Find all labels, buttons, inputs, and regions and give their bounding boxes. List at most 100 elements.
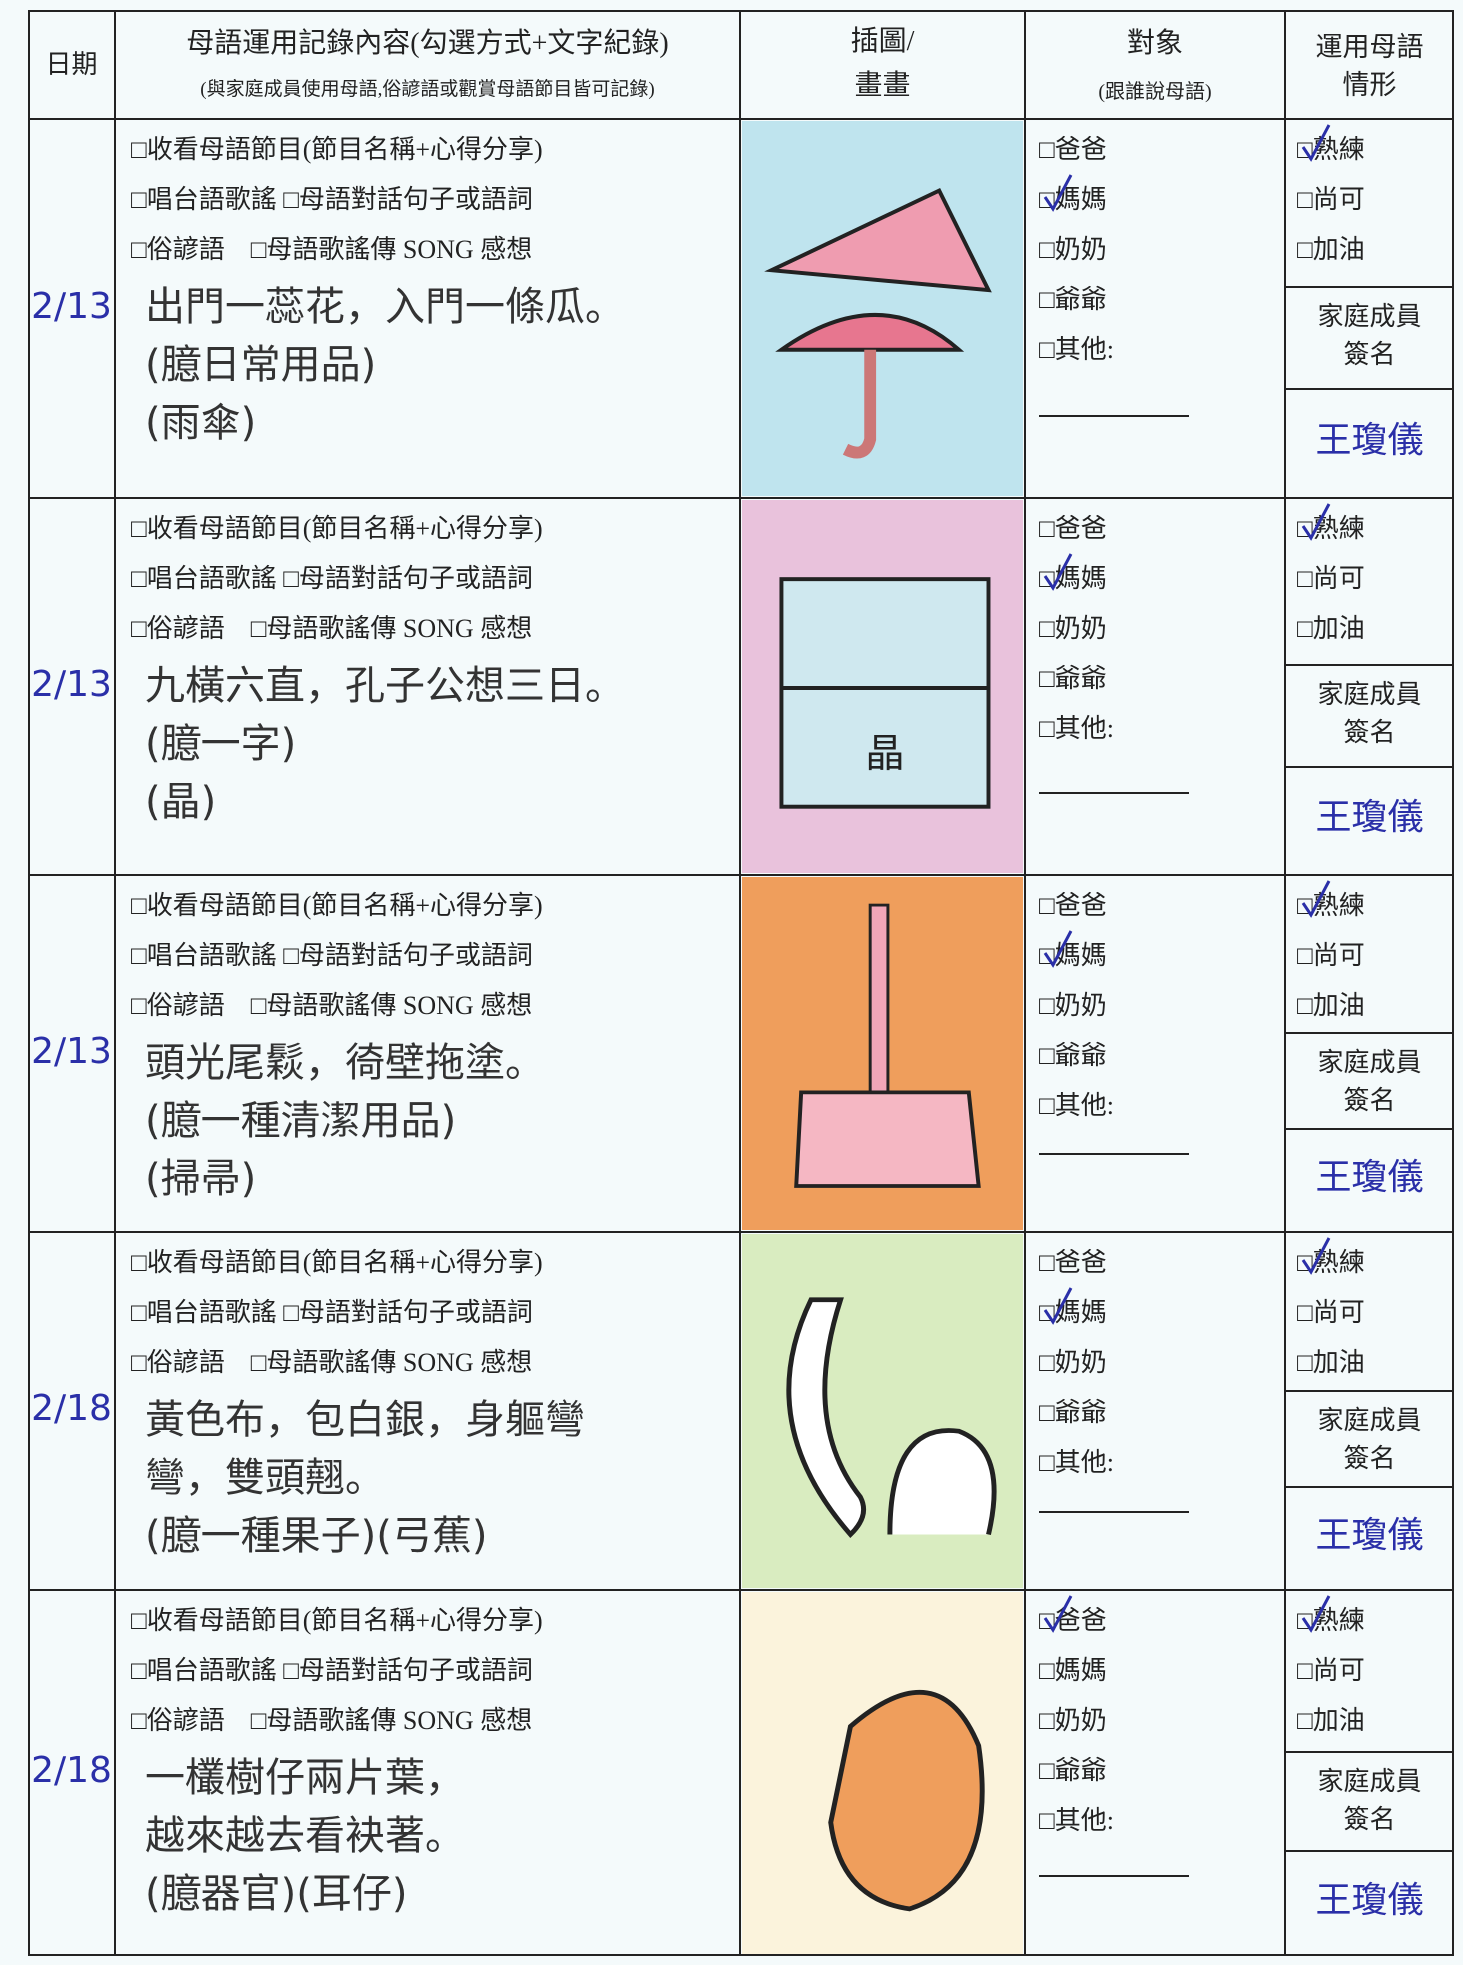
- check-mark: [1043, 1287, 1073, 1325]
- target-option: □媽媽: [1039, 1298, 1107, 1327]
- check-mark: [1043, 930, 1073, 968]
- date: 2/18: [31, 1750, 112, 1791]
- status-line: [1285, 1128, 1454, 1131]
- status-line: [1285, 663, 1454, 666]
- status-line: [1285, 765, 1454, 768]
- sign-label: 簽名: [1343, 1086, 1396, 1116]
- status-line: [1285, 388, 1454, 391]
- handwritten-line: 頭光尾鬏，徛壁拖塗。: [145, 1040, 545, 1086]
- option: □俗諺語 □母語歌謠傳 SONG 感想: [131, 991, 533, 1020]
- table-frame: [28, 10, 1454, 1956]
- target-option: □爸爸: [1039, 514, 1107, 543]
- target-option: □其他:: [1039, 1448, 1114, 1477]
- handwritten-line: 黃色布，包白銀，身軀彎: [145, 1397, 585, 1443]
- target-option: □媽媽: [1039, 941, 1107, 970]
- option: □收看母語節目(節目名稱+心得分享): [131, 514, 543, 543]
- option: □唱台語歌謠 □母語對話句子或語詞: [131, 1656, 533, 1685]
- target-option: □爸爸: [1039, 135, 1107, 164]
- illustration: [742, 877, 1023, 1230]
- level-option: □加油: [1297, 614, 1365, 643]
- target-option: □爸爸: [1039, 1606, 1107, 1635]
- handwritten-line: (臆日常用品): [145, 342, 377, 388]
- column-line: [1284, 10, 1286, 1956]
- target-option: □其他:: [1039, 1091, 1114, 1120]
- sign-label: 家庭成員: [1317, 1048, 1422, 1078]
- target-option: □其他:: [1039, 714, 1114, 743]
- other-underline: [1039, 1875, 1189, 1878]
- svg-text:晶: 晶: [865, 732, 904, 776]
- other-underline: [1039, 414, 1189, 417]
- sign-label: 簽名: [1343, 1805, 1396, 1835]
- signature: 王瓊儀: [1315, 1879, 1424, 1921]
- header-date: 日期: [45, 50, 98, 79]
- option: □唱台語歌謠 □母語對話句子或語詞: [131, 941, 533, 970]
- option: □俗諺語 □母語歌謠傳 SONG 感想: [131, 614, 533, 643]
- level-option: □熟練: [1297, 514, 1365, 543]
- check-mark: [1301, 1595, 1331, 1633]
- date: 2/13: [31, 1030, 112, 1072]
- signature: 王瓊儀: [1315, 1515, 1424, 1557]
- target-option: □爸爸: [1039, 891, 1107, 920]
- target-option: □媽媽: [1039, 185, 1107, 214]
- target-option: □奶奶: [1039, 991, 1107, 1020]
- date: 2/18: [31, 1388, 112, 1429]
- header-status: 情形: [1342, 70, 1397, 100]
- option: □收看母語節目(節目名稱+心得分享): [131, 1606, 543, 1635]
- check-mark: [1043, 1595, 1073, 1633]
- other-underline: [1039, 1511, 1189, 1514]
- signature: 王瓊儀: [1315, 797, 1424, 839]
- row-line: [28, 874, 1454, 876]
- handwritten-line: 九橫六直，孔子公想三日。: [145, 663, 625, 709]
- handwritten-line: (臆一字): [145, 721, 297, 767]
- sign-label: 家庭成員: [1317, 1767, 1422, 1797]
- row-line: [28, 1589, 1454, 1591]
- level-option: □尚可: [1297, 1298, 1365, 1327]
- handwritten-line: 越來越去看袂著。: [145, 1813, 465, 1859]
- handwritten-line: 一欉樹仔兩片葉，: [145, 1755, 465, 1801]
- check-mark: [1301, 1237, 1331, 1275]
- sign-label: 家庭成員: [1317, 1405, 1422, 1435]
- status-line: [1285, 285, 1454, 288]
- target-option: □爺爺: [1039, 1398, 1107, 1427]
- option: □俗諺語 □母語歌謠傳 SONG 感想: [131, 1348, 533, 1377]
- header-status: 運用母語: [1315, 32, 1424, 62]
- illustration: 晶: [742, 500, 1023, 873]
- sign-label: 家庭成員: [1317, 679, 1422, 709]
- target-option: □其他:: [1039, 335, 1114, 364]
- date: 2/13: [31, 663, 112, 705]
- status-line: [1285, 1032, 1454, 1035]
- target-option: □奶奶: [1039, 1348, 1107, 1377]
- illustration: [742, 1592, 1023, 1954]
- target-option: □爺爺: [1039, 1041, 1107, 1070]
- option: □收看母語節目(節目名稱+心得分享): [131, 135, 543, 164]
- target-option: □爺爺: [1039, 1756, 1107, 1785]
- level-option: □熟練: [1297, 1248, 1365, 1277]
- check-mark: [1043, 174, 1073, 212]
- check-mark: [1301, 503, 1331, 541]
- header-content-note: (與家庭成員使用母語,俗諺語或觀賞母語節目皆可記錄): [200, 79, 655, 100]
- target-option: □爺爺: [1039, 664, 1107, 693]
- level-option: □尚可: [1297, 185, 1365, 214]
- option: □收看母語節目(節目名稱+心得分享): [131, 891, 543, 920]
- target-option: □奶奶: [1039, 1706, 1107, 1735]
- option: □俗諺語 □母語歌謠傳 SONG 感想: [131, 235, 533, 264]
- target-option: □爸爸: [1039, 1248, 1107, 1277]
- header-target: 對象: [1126, 28, 1183, 59]
- header-content: 母語運用記錄內容(勾選方式+文字紀錄): [186, 28, 669, 59]
- handwritten-line: (臆一種清潔用品): [145, 1098, 457, 1144]
- option: □唱台語歌謠 □母語對話句子或語詞: [131, 564, 533, 593]
- header-target-note: (跟誰說母語): [1098, 81, 1212, 103]
- level-option: □加油: [1297, 991, 1365, 1020]
- option: □唱台語歌謠 □母語對話句子或語詞: [131, 1298, 533, 1327]
- other-underline: [1039, 1153, 1189, 1156]
- level-option: □加油: [1297, 1706, 1365, 1735]
- option: □俗諺語 □母語歌謠傳 SONG 感想: [131, 1706, 533, 1735]
- header-picture: 畫畫: [854, 70, 911, 101]
- target-option: □媽媽: [1039, 564, 1107, 593]
- level-option: □尚可: [1297, 564, 1365, 593]
- target-option: □爺爺: [1039, 285, 1107, 314]
- level-option: □熟練: [1297, 891, 1365, 920]
- other-underline: [1039, 792, 1189, 795]
- column-line: [739, 10, 741, 1956]
- status-line: [1285, 1389, 1454, 1392]
